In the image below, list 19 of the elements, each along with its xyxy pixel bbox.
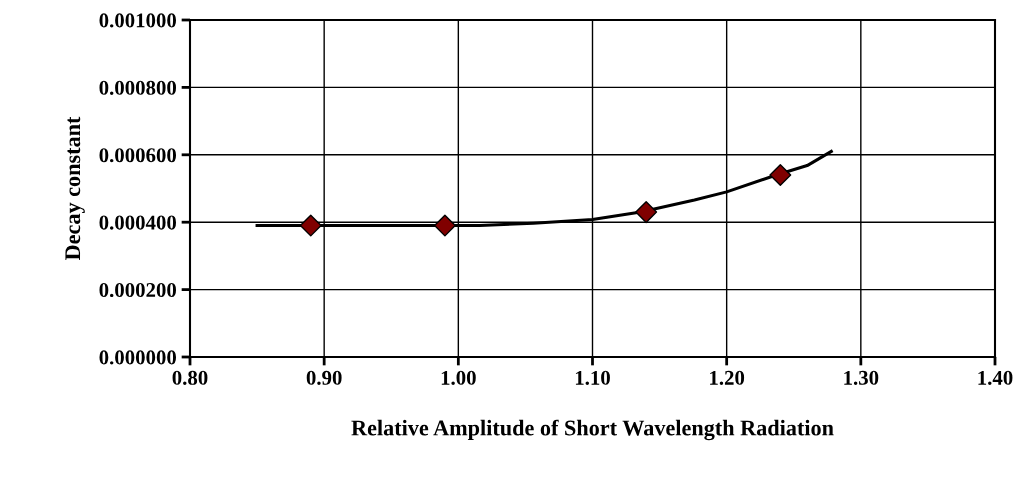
point	[635, 201, 658, 224]
point	[433, 214, 456, 237]
x-tick-label: 1.10	[575, 370, 610, 385]
x-tick-label: 1.00	[441, 370, 476, 385]
x-tick-label: 0.90	[306, 370, 342, 385]
x-tick-label: 0.80	[172, 370, 208, 385]
x-tick-label: 1.20	[710, 370, 745, 385]
y-tick-label: 0.000400	[99, 215, 177, 230]
y-tick-label: 0.000200	[99, 282, 177, 298]
y-tick-label: 0.000000	[99, 350, 177, 365]
y-tick-label: 0.000800	[99, 80, 177, 95]
y-axis-title: Decay constant	[65, 116, 85, 261]
x-axis-title: Relative Amplitude of Short Wavelength Radiation	[351, 419, 834, 441]
y-tick-label: 0.001000	[99, 13, 177, 28]
y-tick-label: 0.000600	[99, 148, 177, 163]
point	[299, 214, 322, 237]
x-tick-label: 1.40	[978, 370, 1013, 385]
point	[769, 164, 792, 187]
x-tick-label: 1.30	[844, 370, 879, 385]
